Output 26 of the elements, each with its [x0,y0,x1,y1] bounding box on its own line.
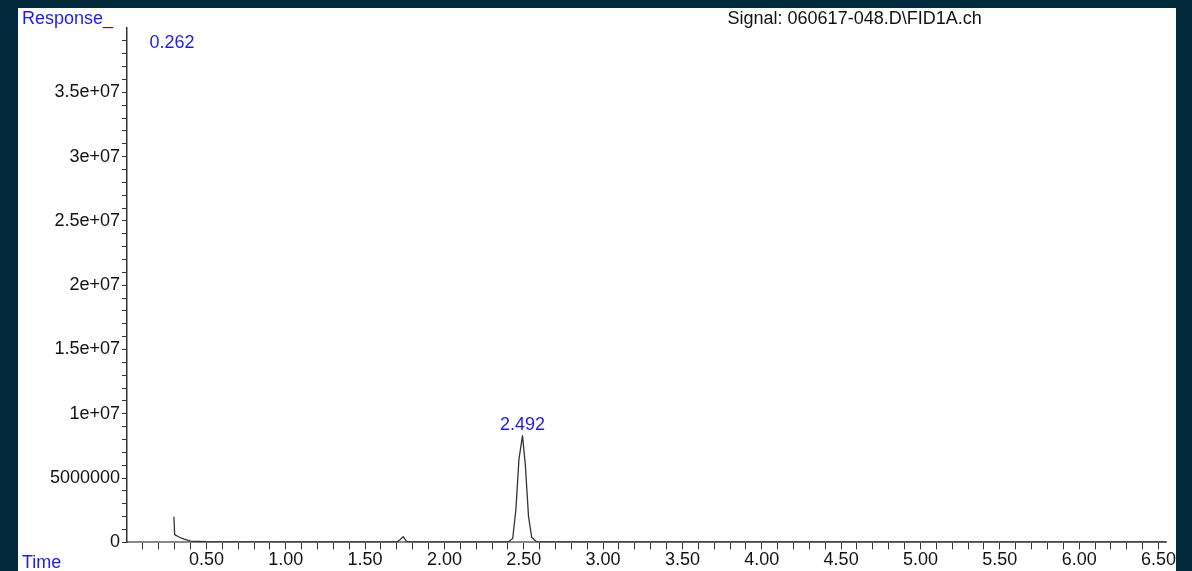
x-tick-label: 5.50 [982,549,1018,570]
x-tick-label: 3.50 [664,549,700,570]
x-tick-label: 6.00 [1061,549,1097,570]
y-axis-title: Response_ [22,8,115,29]
x-tick-label: 3.00 [585,549,621,570]
y-tick-label: 2.5e+07 [54,209,121,230]
x-axis-title: Time [22,552,62,571]
y-tick-label: 5000000 [50,467,121,488]
y-tick-label: 3.5e+07 [54,81,121,102]
y-tick-label: 1e+07 [69,402,121,423]
y-tick-label: 2e+07 [69,274,121,295]
chart-title: Signal: 060617-048.D\FID1A.ch [727,8,982,28]
x-tick-label: 6.50 [1140,549,1177,570]
annotation: 0.262 [149,32,195,52]
y-tick-label: 3e+07 [69,145,121,166]
y-tick-label: 1.5e+07 [54,338,121,359]
x-tick-label: 2.50 [506,549,542,570]
x-tick-label: 5.00 [902,549,938,570]
x-tick-label: 1.50 [347,549,383,570]
x-tick-label: 4.00 [744,549,780,570]
y-tick-label: 0 [110,531,121,552]
annotation: 2.492 [499,413,546,434]
x-tick-label: 0.50 [188,549,224,570]
x-tick-label: 4.50 [823,549,859,570]
x-tick-label: 2.00 [426,549,462,570]
x-tick-label: 1.00 [268,549,304,570]
